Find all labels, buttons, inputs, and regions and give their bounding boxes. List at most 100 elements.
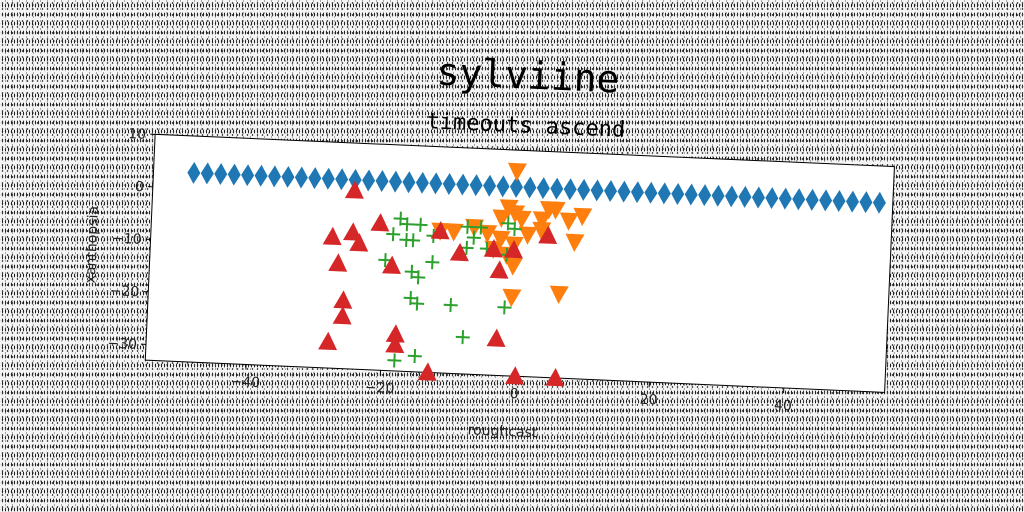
triangle-up-marker [344, 180, 364, 199]
triangle-down-marker [503, 257, 523, 276]
diamond-marker [281, 165, 295, 188]
triangle-down-marker [559, 212, 579, 231]
x-tick-label: 0 [509, 386, 519, 402]
diamond-marker [563, 178, 577, 201]
diamond-marker [415, 171, 429, 194]
diamond-marker [684, 183, 698, 206]
triangle-up-marker [318, 331, 338, 351]
triangle-down-marker [532, 221, 552, 241]
diamond-marker [644, 181, 658, 204]
diamond-marker [725, 185, 739, 208]
y-tick-label: −20 [109, 283, 139, 300]
diamond-marker [469, 174, 483, 197]
chart-title: sylviine [436, 50, 621, 102]
triangle-down-marker [512, 210, 532, 229]
plus-marker [460, 219, 475, 234]
diamond-marker [590, 179, 604, 202]
data-points [187, 161, 886, 387]
plus-marker [455, 330, 470, 345]
diamond-marker [388, 170, 402, 193]
triangle-down-marker [444, 223, 464, 242]
plus-marker [443, 298, 458, 313]
triangle-up-marker [328, 253, 348, 272]
diamond-marker [200, 162, 214, 185]
triangle-down-marker [502, 288, 522, 308]
x-tick-label: −20 [365, 380, 395, 397]
diamond-marker [496, 175, 510, 198]
chart-subtitle: timeouts ascend [426, 109, 626, 143]
plus-marker [466, 230, 481, 245]
plus-marker [407, 349, 422, 364]
triangle-up-marker [381, 255, 401, 275]
diamond-marker [375, 170, 389, 193]
y-tick-label: 0 [135, 179, 145, 195]
triangle-down-marker [492, 209, 512, 228]
plus-marker [497, 300, 512, 315]
diamond-marker [872, 191, 886, 214]
triangle-down-marker [549, 285, 569, 304]
y-tick-label: 10 [128, 126, 147, 143]
triangle-up-marker [430, 220, 450, 240]
triangle-down-marker [508, 162, 527, 182]
diamond-marker [859, 191, 873, 214]
triangle-up-marker [486, 328, 506, 348]
diamond-marker [509, 175, 523, 198]
triangle-up-marker [538, 225, 558, 245]
diamond-marker [550, 177, 564, 200]
diamond-marker [187, 161, 201, 184]
triangle-up-marker [417, 362, 437, 381]
plus-marker [406, 233, 421, 248]
diamond-marker [308, 167, 322, 190]
y-axis-label: xanthopsia [83, 206, 102, 284]
plus-marker [386, 227, 401, 242]
triangle-up-marker [489, 260, 509, 279]
triangle-down-marker [518, 226, 538, 245]
triangle-up-marker [545, 368, 565, 387]
plus-marker [411, 270, 426, 285]
triangle-down-marker [478, 224, 498, 243]
diamond-marker [456, 173, 470, 196]
diamond-marker [402, 171, 416, 194]
plus-marker [400, 217, 415, 232]
diamond-marker [362, 169, 376, 192]
diamond-marker [429, 172, 443, 195]
diamond-marker [832, 190, 846, 212]
triangle-down-marker [491, 230, 511, 249]
triangle-up-marker [333, 290, 353, 309]
triangle-up-marker [343, 222, 363, 241]
diamond-marker [268, 165, 282, 188]
diamond-marker [442, 172, 456, 195]
triangle-up-marker [332, 306, 352, 325]
triangle-up-marker [322, 226, 342, 246]
diamond-marker [254, 164, 268, 187]
triangle-up-marker [503, 239, 523, 259]
diamond-marker [751, 186, 765, 209]
diamond-marker [765, 187, 779, 210]
x-axis-label: roughcast [467, 422, 538, 441]
y-tick-label: −30 [107, 336, 137, 353]
plus-marker [387, 353, 402, 368]
diamond-marker [657, 182, 671, 205]
diamond-marker [792, 188, 806, 211]
diamond-marker [778, 187, 792, 210]
diamond-marker [698, 184, 712, 207]
x-tick-label: −40 [230, 374, 260, 391]
triangle-up-marker [385, 324, 405, 343]
diamond-marker [577, 178, 591, 201]
diamond-marker [711, 184, 725, 207]
plus-marker [410, 296, 425, 311]
x-axis-ticks: −40 −20 0 20 40 [230, 364, 792, 414]
diamond-marker [604, 180, 618, 203]
plus-marker [507, 221, 522, 236]
diamond-marker [536, 177, 550, 200]
chart-figure: sylviine timeouts ascend −40 −20 0 20 40 10 0… [83, 50, 895, 441]
triangle-up-marker [385, 334, 405, 354]
y-axis-ticks: 10 0 −10 −20 −30 [107, 126, 156, 353]
triangle-up-marker [449, 242, 469, 262]
diamond-marker [738, 185, 752, 208]
plus-marker [413, 217, 428, 232]
x-tick-label: 40 [774, 398, 793, 415]
diamond-marker [335, 168, 349, 191]
diamond-marker [294, 166, 308, 189]
